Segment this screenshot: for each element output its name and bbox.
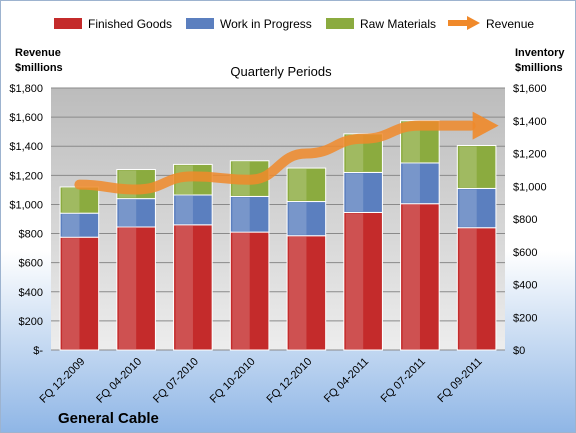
left-tick-label: $1,000 bbox=[9, 199, 43, 211]
x-tick-label: FQ 04-2010 bbox=[94, 356, 144, 406]
legend-label-work-in-progress: Work in Progress bbox=[220, 17, 312, 31]
bar-highlight bbox=[459, 189, 477, 227]
legend-swatch-finished-goods bbox=[54, 18, 82, 29]
legend-swatch-work-in-progress bbox=[186, 18, 214, 29]
right-tick-label: $1,200 bbox=[513, 149, 547, 161]
bar-work-in-progress bbox=[59, 212, 100, 238]
left-tick-label: $800 bbox=[19, 229, 43, 241]
legend: Finished Goods Work in Progress Raw Mate… bbox=[54, 16, 534, 31]
left-axis-ticks: $- $200 $400 $600 $800 $1,000 $1,200 $1,400 $1,6… bbox=[9, 83, 43, 357]
revenue-series bbox=[74, 111, 499, 195]
legend-label-revenue: Revenue bbox=[486, 17, 534, 31]
bar-highlight bbox=[175, 195, 193, 224]
right-axis-title-line1: Inventory bbox=[515, 47, 565, 59]
company-name: General Cable bbox=[58, 410, 159, 427]
left-tick-label: $1,400 bbox=[9, 141, 43, 153]
bar-highlight bbox=[118, 199, 137, 227]
x-tick-label: FQ 04-2011 bbox=[322, 356, 371, 405]
bar-finished-goods bbox=[400, 203, 440, 351]
x-axis-ticks: FQ 12-2009 FQ 04-2010 FQ 07-2010 FQ 10-2010… bbox=[38, 356, 485, 406]
right-axis-ticks: $0 $200 $400 $600 $800 $1,000 $1,200 $1,400 $1,6… bbox=[513, 83, 547, 357]
bar-finished-goods bbox=[456, 227, 497, 351]
legend-swatch-raw-materials bbox=[326, 18, 354, 29]
right-tick-label: $1,600 bbox=[513, 83, 547, 95]
left-axis-title-line1: Revenue bbox=[15, 47, 61, 59]
right-tick-label: $800 bbox=[513, 214, 537, 226]
x-tick-label: FQ 07-2011 bbox=[379, 356, 428, 405]
legend-swatch-revenue bbox=[448, 16, 480, 30]
bar-work-in-progress bbox=[400, 162, 440, 205]
bar-raw-materials bbox=[59, 186, 100, 214]
bar-finished-goods bbox=[286, 235, 327, 351]
bar-highlight bbox=[232, 233, 250, 349]
bar-work-in-progress bbox=[116, 198, 156, 228]
bar-highlight bbox=[175, 225, 193, 349]
right-tick-label: $200 bbox=[513, 312, 537, 324]
bar-work-in-progress bbox=[229, 195, 270, 233]
bar-raw-materials bbox=[286, 167, 327, 203]
bar-highlight bbox=[289, 202, 307, 235]
bar-highlight bbox=[62, 238, 80, 349]
bar-work-in-progress bbox=[173, 194, 213, 226]
bar-highlight bbox=[62, 187, 80, 213]
left-tick-label: $1,800 bbox=[9, 83, 43, 95]
right-tick-label: $1,400 bbox=[513, 116, 547, 128]
x-tick-label: FQ 09-2011 bbox=[435, 356, 484, 405]
legend-label-finished-goods: Finished Goods bbox=[88, 17, 172, 31]
bar-work-in-progress bbox=[456, 187, 497, 229]
right-tick-label: $600 bbox=[513, 247, 537, 259]
revenue-line bbox=[74, 120, 476, 195]
right-tick-label: $1,000 bbox=[513, 181, 547, 193]
bar-finished-goods bbox=[343, 211, 383, 351]
bar-work-in-progress bbox=[343, 171, 383, 213]
bar-highlight bbox=[345, 173, 364, 212]
left-tick-label: $- bbox=[33, 345, 43, 357]
left-axis-title-line2: $millions bbox=[15, 62, 63, 74]
bar-highlight bbox=[402, 204, 420, 349]
chart-title: Quarterly Periods bbox=[230, 64, 332, 79]
bar-highlight bbox=[289, 169, 307, 201]
bar-highlight bbox=[459, 146, 477, 188]
bar-highlight bbox=[62, 214, 80, 237]
right-tick-label: $400 bbox=[513, 280, 537, 292]
left-tick-label: $200 bbox=[19, 316, 43, 328]
bar-highlight bbox=[345, 213, 364, 349]
left-tick-label: $1,200 bbox=[9, 170, 43, 182]
legend-label-raw-materials: Raw Materials bbox=[360, 17, 436, 31]
bar-highlight bbox=[118, 228, 137, 349]
x-tick-label: FQ 12-2010 bbox=[265, 356, 315, 406]
left-tick-label: $600 bbox=[19, 258, 43, 270]
right-axis-title-line2: $millions bbox=[515, 62, 563, 74]
revenue-arrowhead bbox=[472, 111, 499, 140]
bar-highlight bbox=[459, 228, 477, 349]
bar-work-in-progress bbox=[286, 201, 327, 237]
bar-highlight bbox=[402, 163, 420, 203]
bar-raw-materials bbox=[456, 144, 497, 189]
bar-finished-goods bbox=[59, 236, 100, 351]
x-tick-label: FQ 12-2009 bbox=[38, 356, 88, 406]
right-tick-label: $0 bbox=[513, 345, 525, 357]
bar-highlight bbox=[232, 197, 250, 232]
bar-finished-goods bbox=[173, 224, 213, 351]
left-tick-label: $400 bbox=[19, 287, 43, 299]
x-tick-label: FQ 07-2010 bbox=[151, 356, 201, 406]
bar-finished-goods bbox=[229, 231, 270, 351]
bar-highlight bbox=[289, 236, 307, 349]
x-tick-label: FQ 10-2010 bbox=[208, 356, 258, 406]
bar-finished-goods bbox=[116, 226, 156, 351]
left-tick-label: $1,600 bbox=[9, 112, 43, 124]
